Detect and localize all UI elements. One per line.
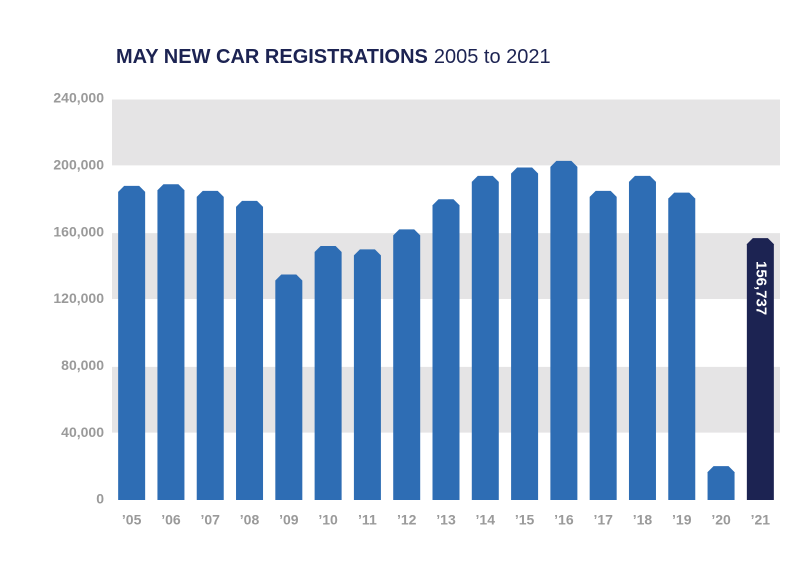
- bar: [196, 190, 224, 501]
- chart-subtitle: 2005 to 2021: [434, 46, 551, 68]
- bar: [746, 238, 774, 500]
- y-tick-label: 40,000: [61, 424, 104, 440]
- x-tick-label: ’14: [476, 512, 496, 528]
- bar: [432, 199, 460, 500]
- y-tick-label: 200,000: [53, 157, 104, 173]
- x-tick-label: ’21: [751, 512, 771, 528]
- y-tick-label: 160,000: [53, 223, 104, 239]
- bar: [275, 274, 303, 500]
- bar: [550, 160, 578, 500]
- x-tick-label: ’18: [633, 512, 653, 528]
- x-tick-label: ’10: [318, 512, 338, 528]
- value-label: 156,737: [752, 261, 769, 315]
- x-tick-label: ’15: [515, 512, 535, 528]
- bar: [236, 200, 264, 500]
- y-tick-label: 120,000: [53, 290, 104, 306]
- y-tick-label: 0: [96, 491, 104, 507]
- bar: [157, 184, 185, 500]
- bar: [314, 246, 342, 500]
- chart-title: MAY NEW CAR REGISTRATIONS: [116, 46, 428, 68]
- bar: [118, 185, 146, 500]
- x-tick-label: ’09: [279, 512, 299, 528]
- grid-band: [112, 99, 780, 166]
- x-tick-label: ’20: [711, 512, 731, 528]
- bar: [511, 167, 539, 501]
- bar: [471, 175, 499, 500]
- y-tick-label: 240,000: [53, 90, 104, 106]
- bar: [628, 175, 656, 500]
- x-tick-label: ’11: [358, 512, 377, 528]
- x-tick-label: ’13: [436, 512, 456, 528]
- bar: [589, 190, 617, 501]
- bar: [668, 192, 696, 501]
- x-tick-label: ’07: [201, 512, 221, 528]
- x-tick-label: ’16: [554, 512, 574, 528]
- x-tick-label: ’12: [397, 512, 417, 528]
- bar: [353, 249, 381, 500]
- y-tick-label: 80,000: [61, 357, 104, 373]
- x-tick-label: ’08: [240, 512, 260, 528]
- x-tick-label: ’17: [593, 512, 613, 528]
- x-tick-label: ’05: [122, 512, 142, 528]
- x-tick-label: ’06: [161, 512, 181, 528]
- bar: [393, 229, 421, 500]
- bar: [707, 466, 735, 500]
- x-tick-label: ’19: [672, 512, 692, 528]
- chart-title-line: MAY NEW CAR REGISTRATIONS 2005 to 2021: [116, 46, 551, 68]
